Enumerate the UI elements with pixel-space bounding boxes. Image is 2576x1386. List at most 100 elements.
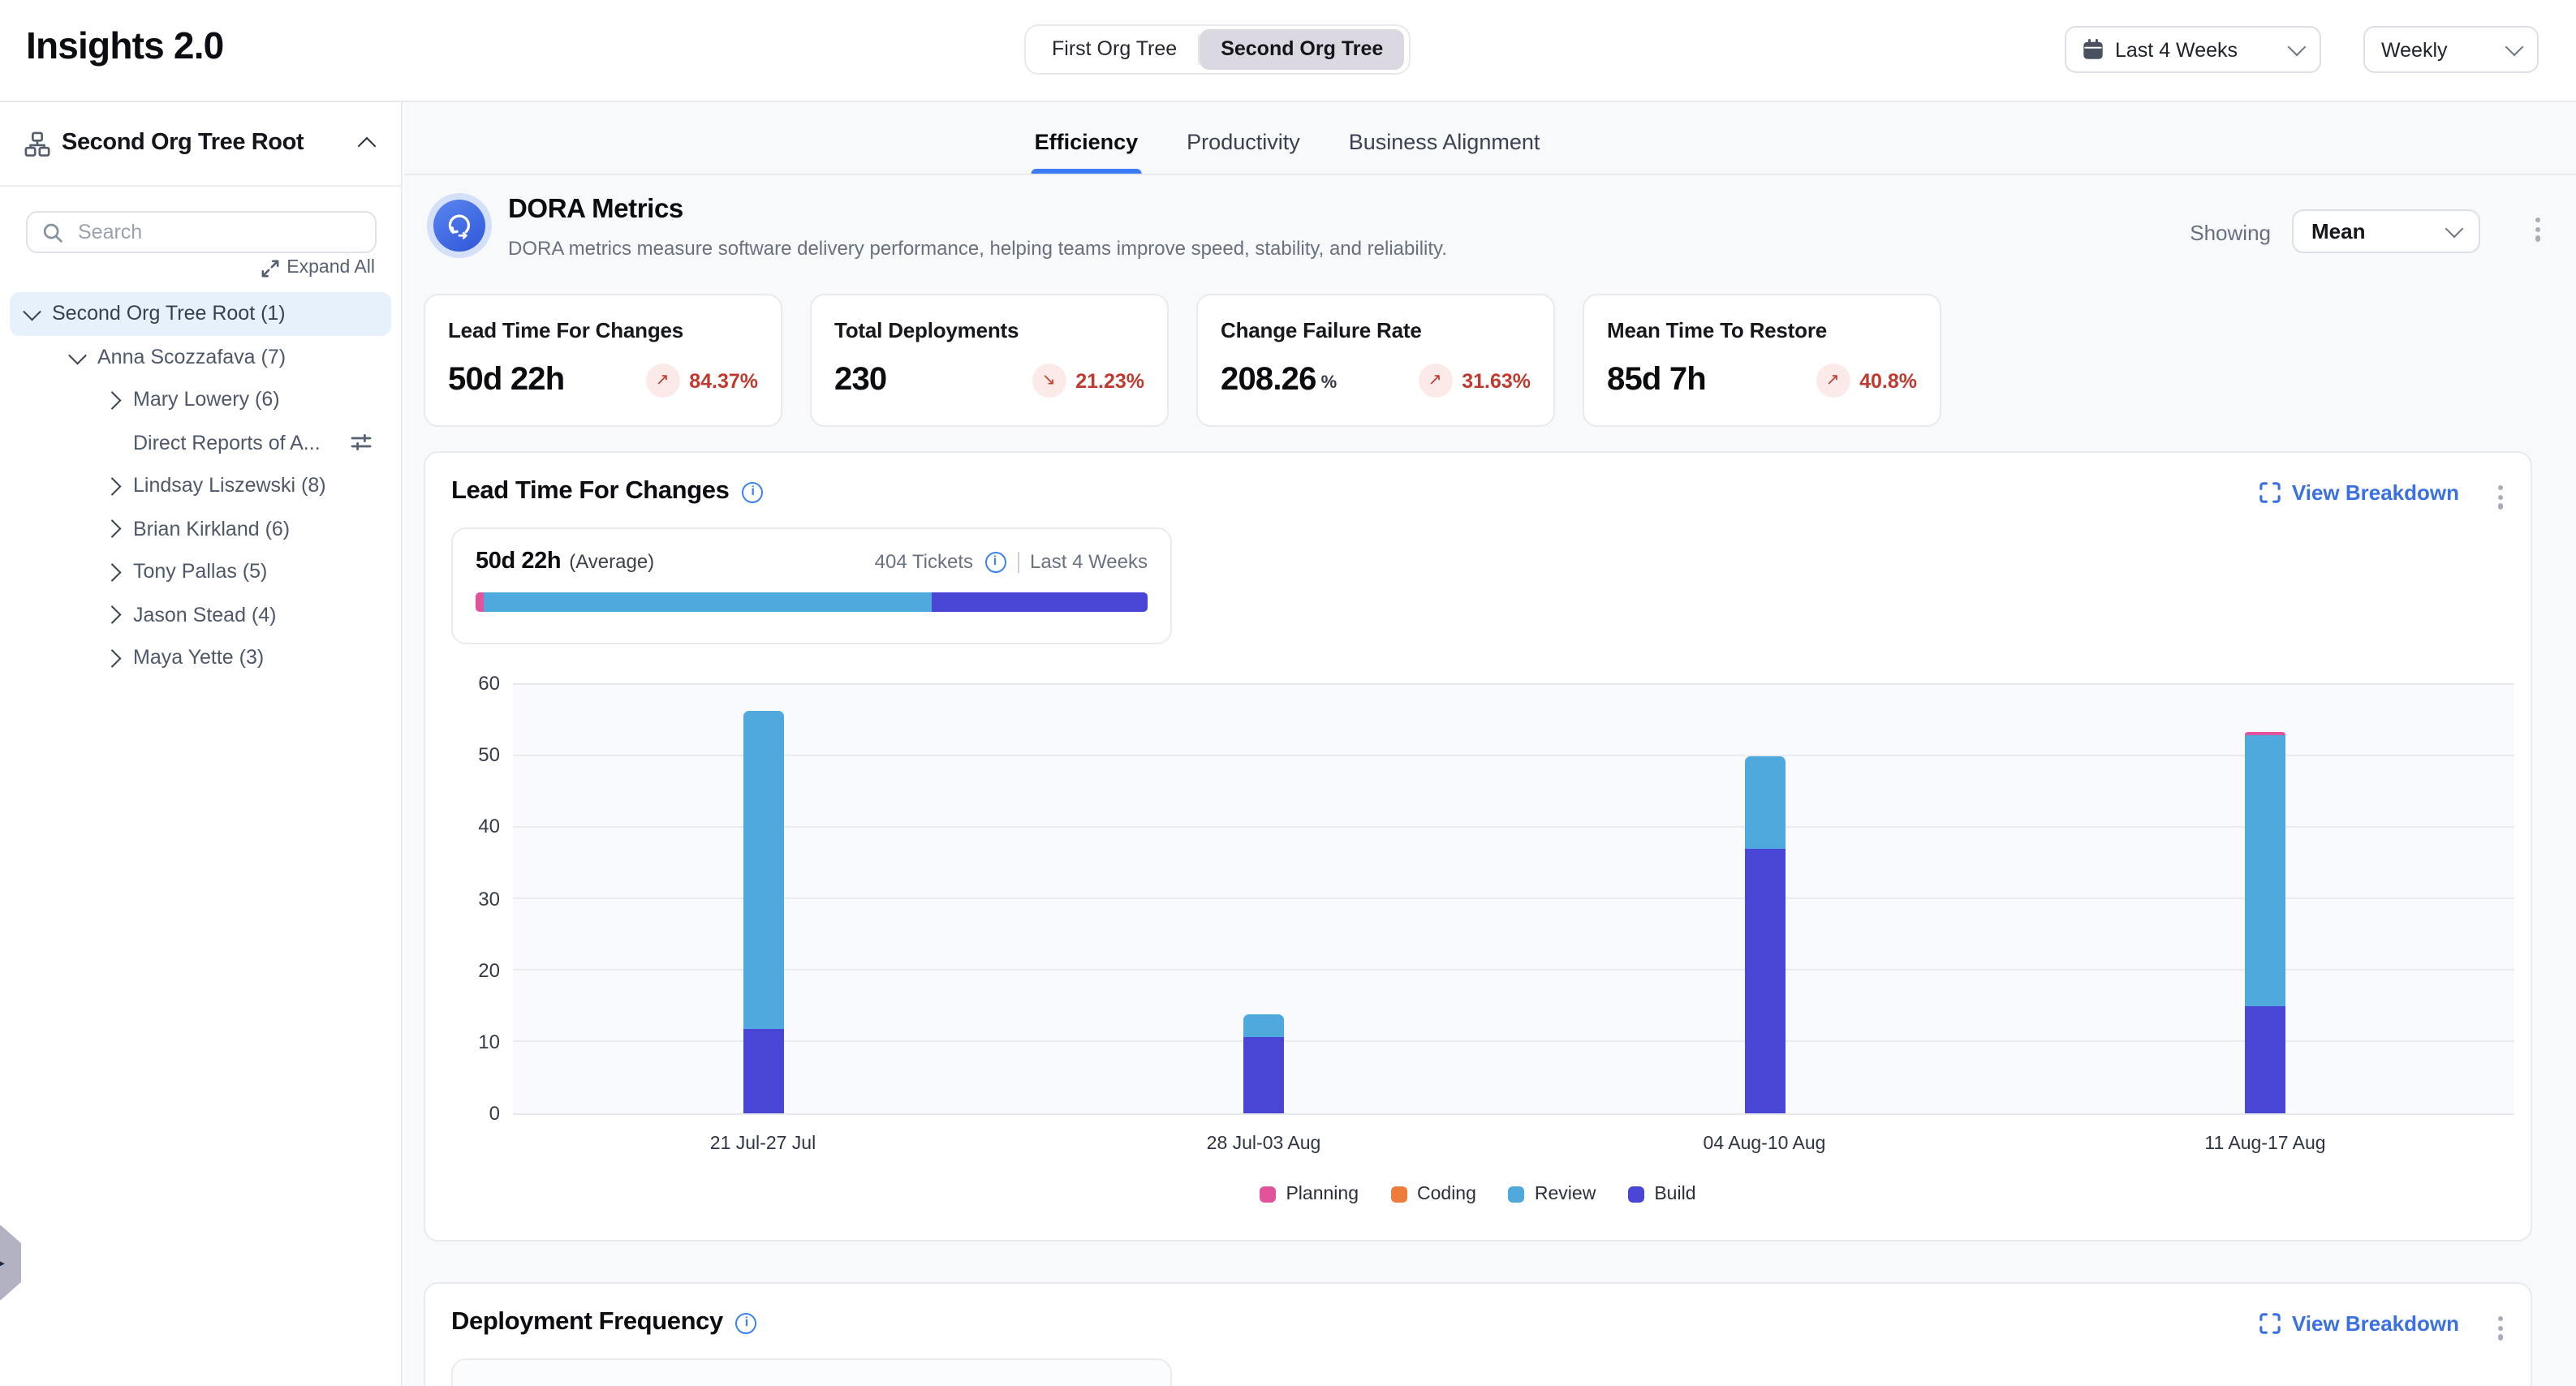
info-icon[interactable] — [984, 551, 1006, 572]
summary-period: Last 4 Weeks — [1030, 550, 1148, 573]
bar-segment-review — [2245, 735, 2285, 1006]
tree-item[interactable]: Brian Kirkland (6) — [10, 507, 391, 550]
granularity-select[interactable]: Weekly — [2363, 26, 2539, 73]
tree-item-label: Direct Reports of A... — [133, 431, 321, 454]
trend-up-icon: ↗ — [1418, 364, 1453, 398]
tree-item-label: Second Org Tree Root (1) — [52, 302, 286, 325]
tab-business-alignment[interactable]: Business Alignment — [1348, 130, 1540, 154]
metric-delta: 84.37% — [689, 369, 758, 392]
metric-value: 50d 22h — [448, 362, 565, 398]
dora-metrics-title: DORA Metrics — [508, 195, 683, 224]
metric-cards-row: Lead Time For Changes 50d 22h ↗ 84.37% Total… — [424, 294, 1941, 427]
tree-item[interactable]: Lindsay Liszewski (8) — [10, 464, 391, 507]
bar-segment-build — [1744, 849, 1785, 1113]
section-menu-button[interactable] — [2495, 482, 2506, 512]
tree-item[interactable]: Maya Yette (3) — [10, 636, 391, 679]
tab-productivity[interactable]: Productivity — [1187, 130, 1300, 154]
collapse-panel-button[interactable] — [357, 135, 377, 156]
section-title-text: Deployment Frequency — [451, 1308, 723, 1336]
gridline — [513, 897, 2514, 899]
sliders-icon[interactable] — [351, 433, 372, 454]
bar-segment-planning — [2245, 731, 2285, 736]
org-tree-icon — [24, 131, 50, 166]
summary-value: 50d 22h — [476, 549, 562, 575]
tree-item[interactable]: Anna Scozzafava (7) — [10, 335, 391, 378]
view-breakdown-button[interactable]: View Breakdown — [2259, 1311, 2459, 1336]
trend-down-icon: ↘ — [1032, 364, 1066, 398]
tab-efficiency[interactable]: Efficiency — [1031, 130, 1142, 174]
x-tick-label: 04 Aug-10 Aug — [1703, 1134, 1826, 1154]
chevron-down-icon[interactable] — [68, 345, 88, 367]
dora-menu-button[interactable] — [2532, 214, 2544, 244]
bar-segment-review — [743, 711, 783, 1030]
info-icon[interactable] — [742, 481, 764, 502]
legend-label: Review — [1534, 1185, 1596, 1204]
expand-all-label: Expand All — [286, 258, 375, 278]
view-breakdown-button[interactable]: View Breakdown — [2259, 480, 2459, 505]
chevron-down-icon — [2505, 37, 2524, 56]
tree-item[interactable]: Direct Reports of A... — [10, 421, 391, 464]
metric-delta: 31.63% — [1462, 369, 1531, 392]
trend-up-icon: ↗ — [645, 364, 680, 398]
legend-item-planning: Planning — [1260, 1185, 1359, 1204]
tree-item[interactable]: Second Org Tree Root (1) — [10, 292, 391, 335]
y-tick-label: 40 — [478, 815, 500, 838]
tree-item-label: Anna Scozzafava (7) — [97, 345, 286, 368]
legend-item-build: Build — [1628, 1185, 1696, 1204]
expand-all-button[interactable]: Expand All — [261, 258, 375, 278]
summary-qualifier: (Average) — [569, 550, 655, 573]
tree-item-label: Maya Yette (3) — [133, 646, 265, 669]
metric-card-title: Lead Time For Changes — [448, 318, 684, 342]
chevron-right-icon[interactable] — [103, 562, 123, 582]
tree-item[interactable]: Mary Lowery (6) — [10, 378, 391, 421]
metric-value-suffix: % — [1320, 372, 1338, 392]
chevron-right-icon[interactable] — [103, 605, 123, 625]
metric-delta: 40.8% — [1859, 369, 1917, 392]
y-tick-label: 30 — [478, 887, 500, 910]
toggle-first-org-tree[interactable]: First Org Tree — [1052, 37, 1178, 60]
tree-item[interactable]: Jason Stead (4) — [10, 593, 391, 636]
lead-time-summary-card: 50d 22h (Average) 404 Tickets Last 4 Wee… — [451, 527, 1172, 644]
chevron-right-icon[interactable] — [103, 476, 123, 496]
dora-sprint-icon — [433, 200, 485, 252]
tree-item[interactable]: Tony Pallas (5) — [10, 550, 391, 593]
gridline — [513, 969, 2514, 971]
expand-corners-icon — [2259, 482, 2281, 503]
y-tick-label: 20 — [478, 958, 500, 982]
metric-card: Change Failure Rate 208.26% ↗ 31.63% — [1196, 294, 1555, 427]
chevron-down-icon[interactable] — [23, 302, 42, 324]
metric-value: 85d 7h — [1607, 362, 1707, 398]
deployment-summary-card — [451, 1358, 1172, 1386]
view-breakdown-label: View Breakdown — [2291, 480, 2459, 505]
chevron-right-icon[interactable] — [103, 648, 123, 668]
tree-item-label: Mary Lowery (6) — [133, 388, 280, 411]
y-tick-label: 60 — [478, 672, 500, 695]
aggregation-value: Mean — [2311, 219, 2366, 243]
aggregation-select[interactable]: Mean — [2292, 209, 2480, 253]
bar-segment-build — [743, 1029, 783, 1113]
chevron-right-icon[interactable] — [103, 519, 123, 539]
section-menu-button[interactable] — [2495, 1313, 2506, 1343]
legend-label: Planning — [1286, 1185, 1359, 1204]
dora-metrics-subtitle: DORA metrics measure software delivery p… — [508, 237, 1447, 260]
gridline — [513, 825, 2514, 828]
metric-card: Total Deployments 230 ↘ 21.23% — [810, 294, 1169, 427]
metric-value: 208.26 — [1221, 362, 1316, 398]
y-tick-label: 50 — [478, 743, 500, 767]
metric-value-row: 230 ↘ 21.23% — [834, 362, 1144, 399]
summary-bar-segment-planning — [476, 592, 484, 612]
summary-bar-segment-build — [931, 592, 1148, 612]
gridline — [513, 754, 2514, 756]
toggle-second-org-tree[interactable]: Second Org Tree — [1200, 29, 1405, 70]
chevron-right-icon[interactable] — [103, 390, 123, 410]
divider — [1017, 551, 1019, 572]
chevron-down-icon — [2445, 218, 2464, 238]
legend-swatch — [1628, 1186, 1645, 1203]
metric-card-title: Mean Time To Restore — [1607, 318, 1827, 342]
date-range-select[interactable]: Last 4 Weeks — [2065, 26, 2321, 73]
info-icon[interactable] — [735, 1312, 757, 1333]
search-input[interactable] — [75, 219, 360, 245]
tickets-count: 404 Tickets — [874, 550, 974, 573]
triangle-right-icon: ▶ — [0, 1255, 5, 1270]
metric-value: 230 — [834, 362, 887, 398]
